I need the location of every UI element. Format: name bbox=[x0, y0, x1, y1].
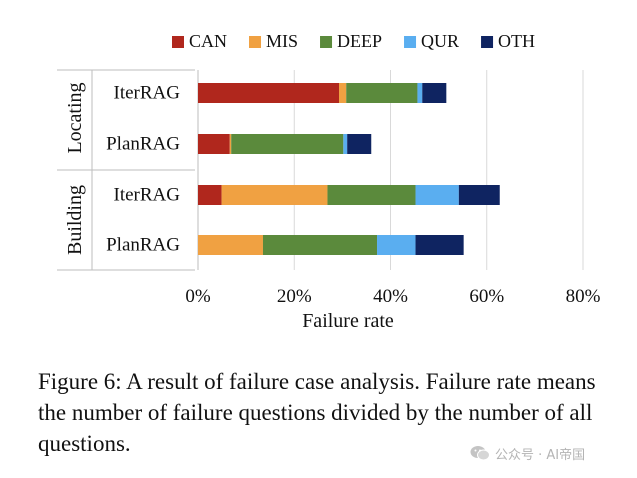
bar-building-planrag-oth bbox=[415, 235, 464, 255]
bar-building-planrag-qur bbox=[377, 235, 416, 255]
x-tick-label-40: 40% bbox=[373, 286, 408, 307]
watermark: 公众号 · AI帝国 bbox=[470, 442, 585, 464]
bar-locating-planrag-can bbox=[198, 134, 230, 154]
bar-locating-planrag-qur bbox=[343, 134, 348, 154]
group-label-building: Building bbox=[64, 185, 86, 255]
bar-locating-iterrag-oth bbox=[422, 83, 447, 103]
bar-building-planrag-deep bbox=[262, 235, 378, 255]
bar-locating-iterrag-deep bbox=[346, 83, 418, 103]
group-label-locating: Locating bbox=[64, 82, 86, 153]
legend-label-mis: MIS bbox=[266, 31, 298, 51]
bar-locating-planrag-deep bbox=[231, 134, 344, 154]
category-group-brackets: Locating Building bbox=[57, 69, 195, 271]
chart-legend: CAN MIS DEEP QUR OTH bbox=[172, 31, 535, 51]
bar-building-iterrag-oth bbox=[458, 185, 500, 205]
bar-building-planrag-mis bbox=[198, 235, 263, 255]
bar-building-iterrag-mis bbox=[221, 185, 328, 205]
legend-swatch-oth bbox=[481, 36, 494, 48]
legend-label-can: CAN bbox=[189, 31, 227, 51]
legend-swatch-can bbox=[172, 36, 184, 48]
x-tick-label-0: 0% bbox=[185, 286, 211, 307]
category-label-building-iterrag: IterRAG bbox=[114, 185, 181, 206]
bar-building-iterrag-qur bbox=[415, 185, 459, 205]
x-tick-label-60: 60% bbox=[469, 286, 504, 307]
category-label-locating-iterrag: IterRAG bbox=[114, 83, 181, 104]
legend-swatch-qur bbox=[404, 36, 417, 48]
stacked-bar-chart-svg: CAN MIS DEEP QUR OTH Locating Building IterRA… bbox=[57, 31, 601, 332]
y-axis-category-labels: IterRAG PlanRAG IterRAG PlanRAG bbox=[106, 83, 180, 256]
bar-locating-iterrag-qur bbox=[417, 83, 423, 103]
legend-swatch-deep bbox=[320, 36, 333, 48]
legend-label-oth: OTH bbox=[498, 31, 535, 51]
bar-locating-planrag-mis bbox=[229, 134, 232, 154]
bar-building-iterrag-deep bbox=[327, 185, 416, 205]
figure-caption: Figure 6: A result of failure case analy… bbox=[38, 369, 596, 456]
watermark-text: 公众号 · AI帝国 bbox=[495, 447, 586, 463]
x-tick-label-20: 20% bbox=[277, 286, 312, 307]
x-tick-label-80: 80% bbox=[566, 286, 601, 307]
wechat-icon bbox=[470, 446, 490, 461]
bar-locating-iterrag-mis bbox=[339, 83, 347, 103]
x-axis-tick-labels: 0% 20% 40% 60% 80% bbox=[185, 286, 600, 307]
failure-rate-chart: CAN MIS DEEP QUR OTH Locating Building IterRA… bbox=[57, 31, 601, 332]
bar-building-iterrag-can bbox=[198, 185, 222, 205]
chart-bars bbox=[198, 83, 500, 255]
legend-label-deep: DEEP bbox=[337, 31, 382, 51]
bar-locating-planrag-oth bbox=[347, 134, 372, 154]
legend-swatch-mis bbox=[249, 36, 262, 48]
category-label-locating-planrag: PlanRAG bbox=[106, 134, 180, 155]
category-label-building-planrag: PlanRAG bbox=[106, 235, 180, 256]
bar-locating-iterrag-can bbox=[198, 83, 340, 103]
x-axis-title: Failure rate bbox=[302, 310, 394, 332]
legend-label-qur: QUR bbox=[421, 31, 459, 51]
